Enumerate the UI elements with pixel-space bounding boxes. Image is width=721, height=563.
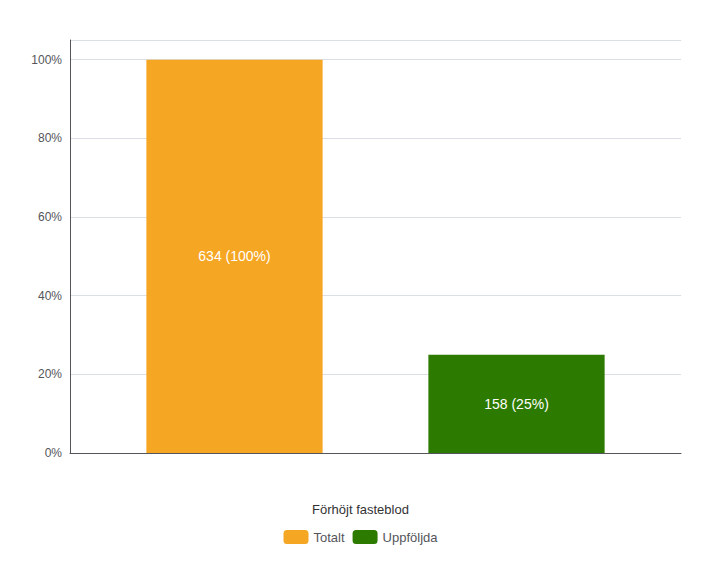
svg-text:158 (25%): 158 (25%) — [484, 396, 549, 412]
svg-text:40%: 40% — [38, 289, 62, 303]
svg-text:60%: 60% — [38, 210, 62, 224]
svg-text:Totalt: Totalt — [314, 530, 345, 545]
svg-text:80%: 80% — [38, 131, 62, 145]
svg-text:Förhöjt fasteblod: Förhöjt fasteblod — [312, 502, 409, 517]
svg-text:100%: 100% — [31, 53, 62, 67]
svg-text:634 (100%): 634 (100%) — [198, 248, 270, 264]
svg-text:Uppföljda: Uppföljda — [383, 530, 439, 545]
svg-text:0%: 0% — [45, 446, 63, 460]
svg-text:20%: 20% — [38, 367, 62, 381]
